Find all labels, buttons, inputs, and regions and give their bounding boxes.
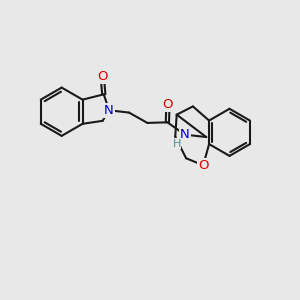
Text: O: O <box>97 70 108 83</box>
Text: N: N <box>180 128 190 141</box>
Text: O: O <box>198 159 208 172</box>
Text: O: O <box>163 98 173 111</box>
Text: H: H <box>172 139 181 148</box>
Text: N: N <box>104 104 114 117</box>
